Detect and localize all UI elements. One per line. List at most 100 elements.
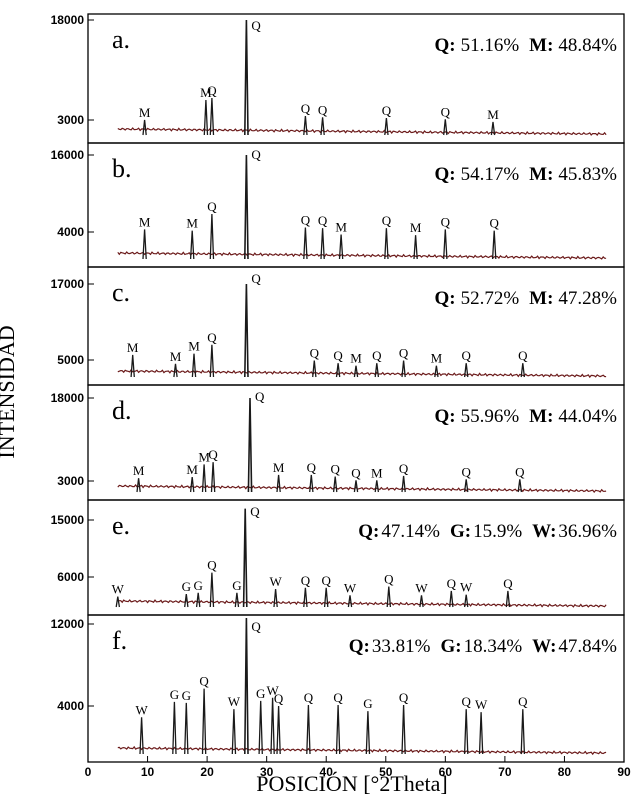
peak-line	[401, 360, 406, 378]
peak-label-q: Q	[490, 216, 500, 231]
x-tick-label: 90	[617, 765, 631, 779]
peak-line	[142, 119, 147, 136]
phase-value: 44.04%	[558, 406, 617, 427]
peak-line	[201, 464, 207, 493]
phase-key: M:	[529, 164, 553, 185]
phase-value: 52.72%	[461, 288, 520, 309]
diffractogram-baseline	[117, 484, 607, 494]
peak-line	[320, 228, 325, 260]
peak-line	[303, 587, 308, 608]
panel-frame	[87, 13, 625, 144]
peak-line	[374, 480, 380, 493]
peak-label-q: Q	[462, 348, 472, 363]
peak-line	[303, 227, 308, 260]
peak-line	[136, 478, 141, 493]
phase-key: G:	[440, 636, 461, 657]
diffractogram-baseline	[117, 127, 607, 137]
peak-line	[312, 360, 317, 378]
y-axis-title: INTENSIDAD	[0, 325, 19, 458]
peak-line	[386, 586, 392, 608]
peak-label-q: Q	[207, 330, 217, 345]
peak-label-q: Q	[301, 213, 311, 228]
x-tick-label: 0	[85, 765, 92, 779]
phase-key: M:	[529, 406, 553, 427]
peak-label-m: M	[273, 460, 285, 475]
peak-line	[374, 363, 380, 378]
phase-value: 47.14%	[381, 521, 440, 542]
peak-line	[191, 353, 197, 378]
peak-line	[520, 363, 526, 378]
peak-line	[210, 462, 216, 493]
panel-letter: a.	[112, 25, 130, 54]
peak-label-q: Q	[310, 346, 320, 361]
peak-label-q: Q	[251, 147, 261, 162]
peak-label-w: W	[475, 697, 488, 712]
phase-value: 33.81%	[372, 636, 431, 657]
peak-line	[303, 115, 308, 136]
peak-label-g: G	[182, 579, 191, 594]
peak-label-m: M	[139, 214, 151, 229]
panel-letter: b.	[112, 154, 132, 183]
peak-line	[189, 230, 195, 260]
peak-line	[195, 592, 201, 608]
peak-label-m: M	[198, 449, 210, 464]
peak-line	[347, 595, 353, 608]
phase-key: W:	[532, 636, 556, 657]
x-tick-label: 20	[200, 765, 214, 779]
peak-line	[384, 228, 389, 260]
phase-key: G:	[450, 521, 471, 542]
peak-label-q: Q	[301, 101, 311, 116]
peak-label-m: M	[410, 220, 422, 235]
peak-label-m: M	[487, 107, 499, 122]
y-tick-label: 5000	[57, 353, 84, 367]
x-tick-label: 80	[558, 765, 572, 779]
panel-frame	[87, 614, 625, 763]
peak-label-q: Q	[250, 504, 260, 519]
peak-line	[244, 617, 249, 755]
phase-key: M:	[529, 35, 553, 56]
peak-line	[491, 230, 497, 260]
peak-label-q: Q	[304, 690, 314, 705]
peak-line	[463, 479, 469, 493]
phase-key: M:	[529, 288, 553, 309]
peak-label-q: Q	[318, 213, 328, 228]
x-tick-label: 60	[439, 765, 453, 779]
diffractogram-baseline	[117, 251, 607, 260]
phase-key: Q:	[434, 406, 455, 427]
y-tick-label: 18000	[51, 391, 85, 405]
phase-key: W:	[532, 521, 556, 542]
x-axis: 0 10 20 30 40 50 60 70 80 90	[85, 756, 631, 779]
composition-text: Q: 33.81% G: 18.34% W: 47.84%	[349, 636, 617, 657]
peak-line	[490, 121, 496, 136]
y-tick-label: 16000	[51, 148, 85, 162]
diffractogram-baseline	[117, 745, 607, 756]
phase-value: 48.84%	[558, 35, 617, 56]
peak-line	[258, 700, 263, 755]
peak-label-q: Q	[251, 619, 261, 634]
peak-line	[517, 479, 523, 493]
peak-label-q: Q	[208, 447, 218, 462]
y-tick-label: 4000	[57, 699, 84, 713]
peak-label-q: Q	[333, 690, 343, 705]
peak-line	[353, 365, 359, 378]
peak-line	[203, 99, 209, 136]
composition-text: Q: 47.14% G: 15.9% W: 36.96%	[358, 521, 617, 542]
peak-label-q: Q	[462, 694, 472, 709]
peak-line	[413, 235, 418, 260]
phase-value: 18.34%	[464, 636, 523, 657]
peak-label-m: M	[350, 351, 362, 366]
peak-line	[173, 363, 178, 378]
peak-line	[209, 97, 215, 136]
peak-label-m: M	[200, 85, 212, 100]
phase-value: 47.28%	[558, 288, 617, 309]
peak-label-q: Q	[447, 576, 457, 591]
peak-line	[365, 711, 371, 755]
peak-label-q: Q	[503, 576, 513, 591]
x-tick-label: 40	[320, 765, 334, 779]
peak-label-q: Q	[199, 674, 209, 689]
